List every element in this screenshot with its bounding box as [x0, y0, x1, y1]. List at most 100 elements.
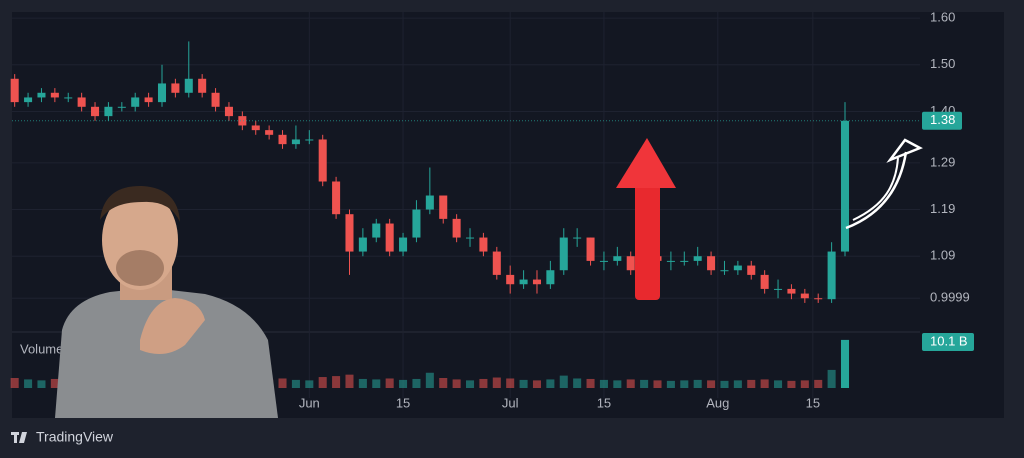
candle-body — [733, 265, 742, 271]
curved-arrow-head — [886, 138, 923, 163]
candle-body — [439, 195, 448, 219]
candle-body — [599, 260, 608, 262]
volume-bar — [412, 378, 421, 388]
candle-body — [573, 237, 582, 239]
last-price-tag — [922, 111, 962, 130]
candle-body — [519, 279, 528, 285]
candle-body — [318, 139, 327, 182]
candle-body — [131, 97, 140, 107]
volume-bar — [332, 376, 341, 388]
candle-body — [117, 106, 126, 108]
candle-body — [157, 83, 167, 103]
candle-body — [184, 78, 193, 93]
curved-arrow-inner — [852, 157, 899, 221]
candle-body — [666, 260, 675, 262]
volume-bar — [519, 379, 528, 388]
volume-bar — [800, 380, 809, 388]
volume-bar — [733, 380, 742, 388]
volume-bar — [693, 379, 702, 388]
volume-bar — [439, 378, 448, 388]
candle-body — [251, 125, 260, 131]
candle-body — [385, 223, 394, 252]
curved-arrow — [845, 151, 908, 230]
candle-body — [747, 265, 756, 275]
volume-bar — [37, 380, 46, 388]
candle-body — [425, 195, 434, 210]
volume-bar — [10, 378, 19, 388]
volume-bar — [305, 380, 314, 388]
candle-body — [827, 251, 836, 300]
y-tick-label: 1.60 — [930, 10, 955, 25]
volume-bar — [492, 377, 501, 388]
last-price-label: 1.38 — [930, 112, 955, 127]
candle-body — [559, 237, 568, 271]
candle-body — [305, 139, 314, 141]
candle-body — [626, 256, 635, 271]
candle-body — [720, 270, 729, 272]
volume-bar — [613, 380, 622, 388]
volume-title: Volume — [20, 341, 63, 356]
volume-bar — [532, 380, 541, 388]
volume-tag — [922, 333, 974, 351]
x-tick-label: Aug — [706, 395, 729, 410]
candle-body — [840, 120, 850, 252]
candle-body — [800, 293, 809, 299]
volume-bar — [345, 374, 354, 388]
candle-body — [171, 83, 180, 93]
x-tick-label: Jun — [299, 395, 320, 410]
candle-body — [24, 97, 33, 103]
volume-bar — [720, 380, 729, 388]
volume-bar — [774, 380, 783, 388]
candle-body — [224, 106, 233, 117]
candle-body — [466, 237, 475, 239]
volume-bar — [787, 380, 796, 388]
y-tick-label: 1.09 — [930, 248, 955, 263]
volume-bar — [666, 380, 675, 388]
person-hair — [100, 185, 180, 222]
volume-bar — [760, 379, 769, 388]
y-tick-label: 1.50 — [930, 56, 955, 71]
candle-body — [760, 274, 769, 289]
candle-body — [613, 256, 622, 261]
candle-body — [77, 97, 86, 107]
volume-bar — [479, 378, 488, 388]
volume-bar — [586, 378, 595, 388]
volume-bar — [546, 379, 555, 388]
volume-bar — [599, 379, 608, 388]
y-tick-label: 0.9999 — [930, 290, 970, 305]
candle-body — [707, 256, 716, 271]
volume-bar — [814, 379, 823, 388]
candle-body — [104, 106, 113, 117]
candle-body — [332, 181, 341, 215]
volume-bar — [653, 380, 662, 388]
volume-bar — [385, 378, 394, 388]
y-tick-label: 1.29 — [930, 154, 955, 169]
person-hand — [140, 298, 205, 354]
volume-bar — [24, 379, 33, 388]
volume-bar — [318, 377, 327, 388]
volume-bar — [840, 339, 850, 388]
volume-bar — [707, 380, 716, 388]
candle-body — [492, 251, 501, 275]
candle-body — [586, 237, 595, 261]
candle-body — [372, 223, 381, 238]
volume-bar — [50, 378, 59, 388]
overlay — [55, 138, 923, 418]
volume-bar — [425, 372, 434, 388]
candle-body — [265, 130, 274, 135]
candle-body — [198, 78, 207, 93]
candle-body — [479, 237, 488, 252]
red-arrow-head — [616, 138, 676, 188]
volume-bar — [680, 380, 689, 388]
candle-body — [10, 78, 19, 103]
candle-body — [412, 209, 421, 238]
volume-bar — [559, 375, 568, 388]
volume-bar — [626, 379, 635, 388]
x-tick-label: 15 — [396, 395, 410, 410]
candle-body — [814, 298, 823, 300]
candle-body — [532, 279, 541, 285]
candle-body — [693, 256, 702, 261]
candle-body — [399, 237, 408, 252]
